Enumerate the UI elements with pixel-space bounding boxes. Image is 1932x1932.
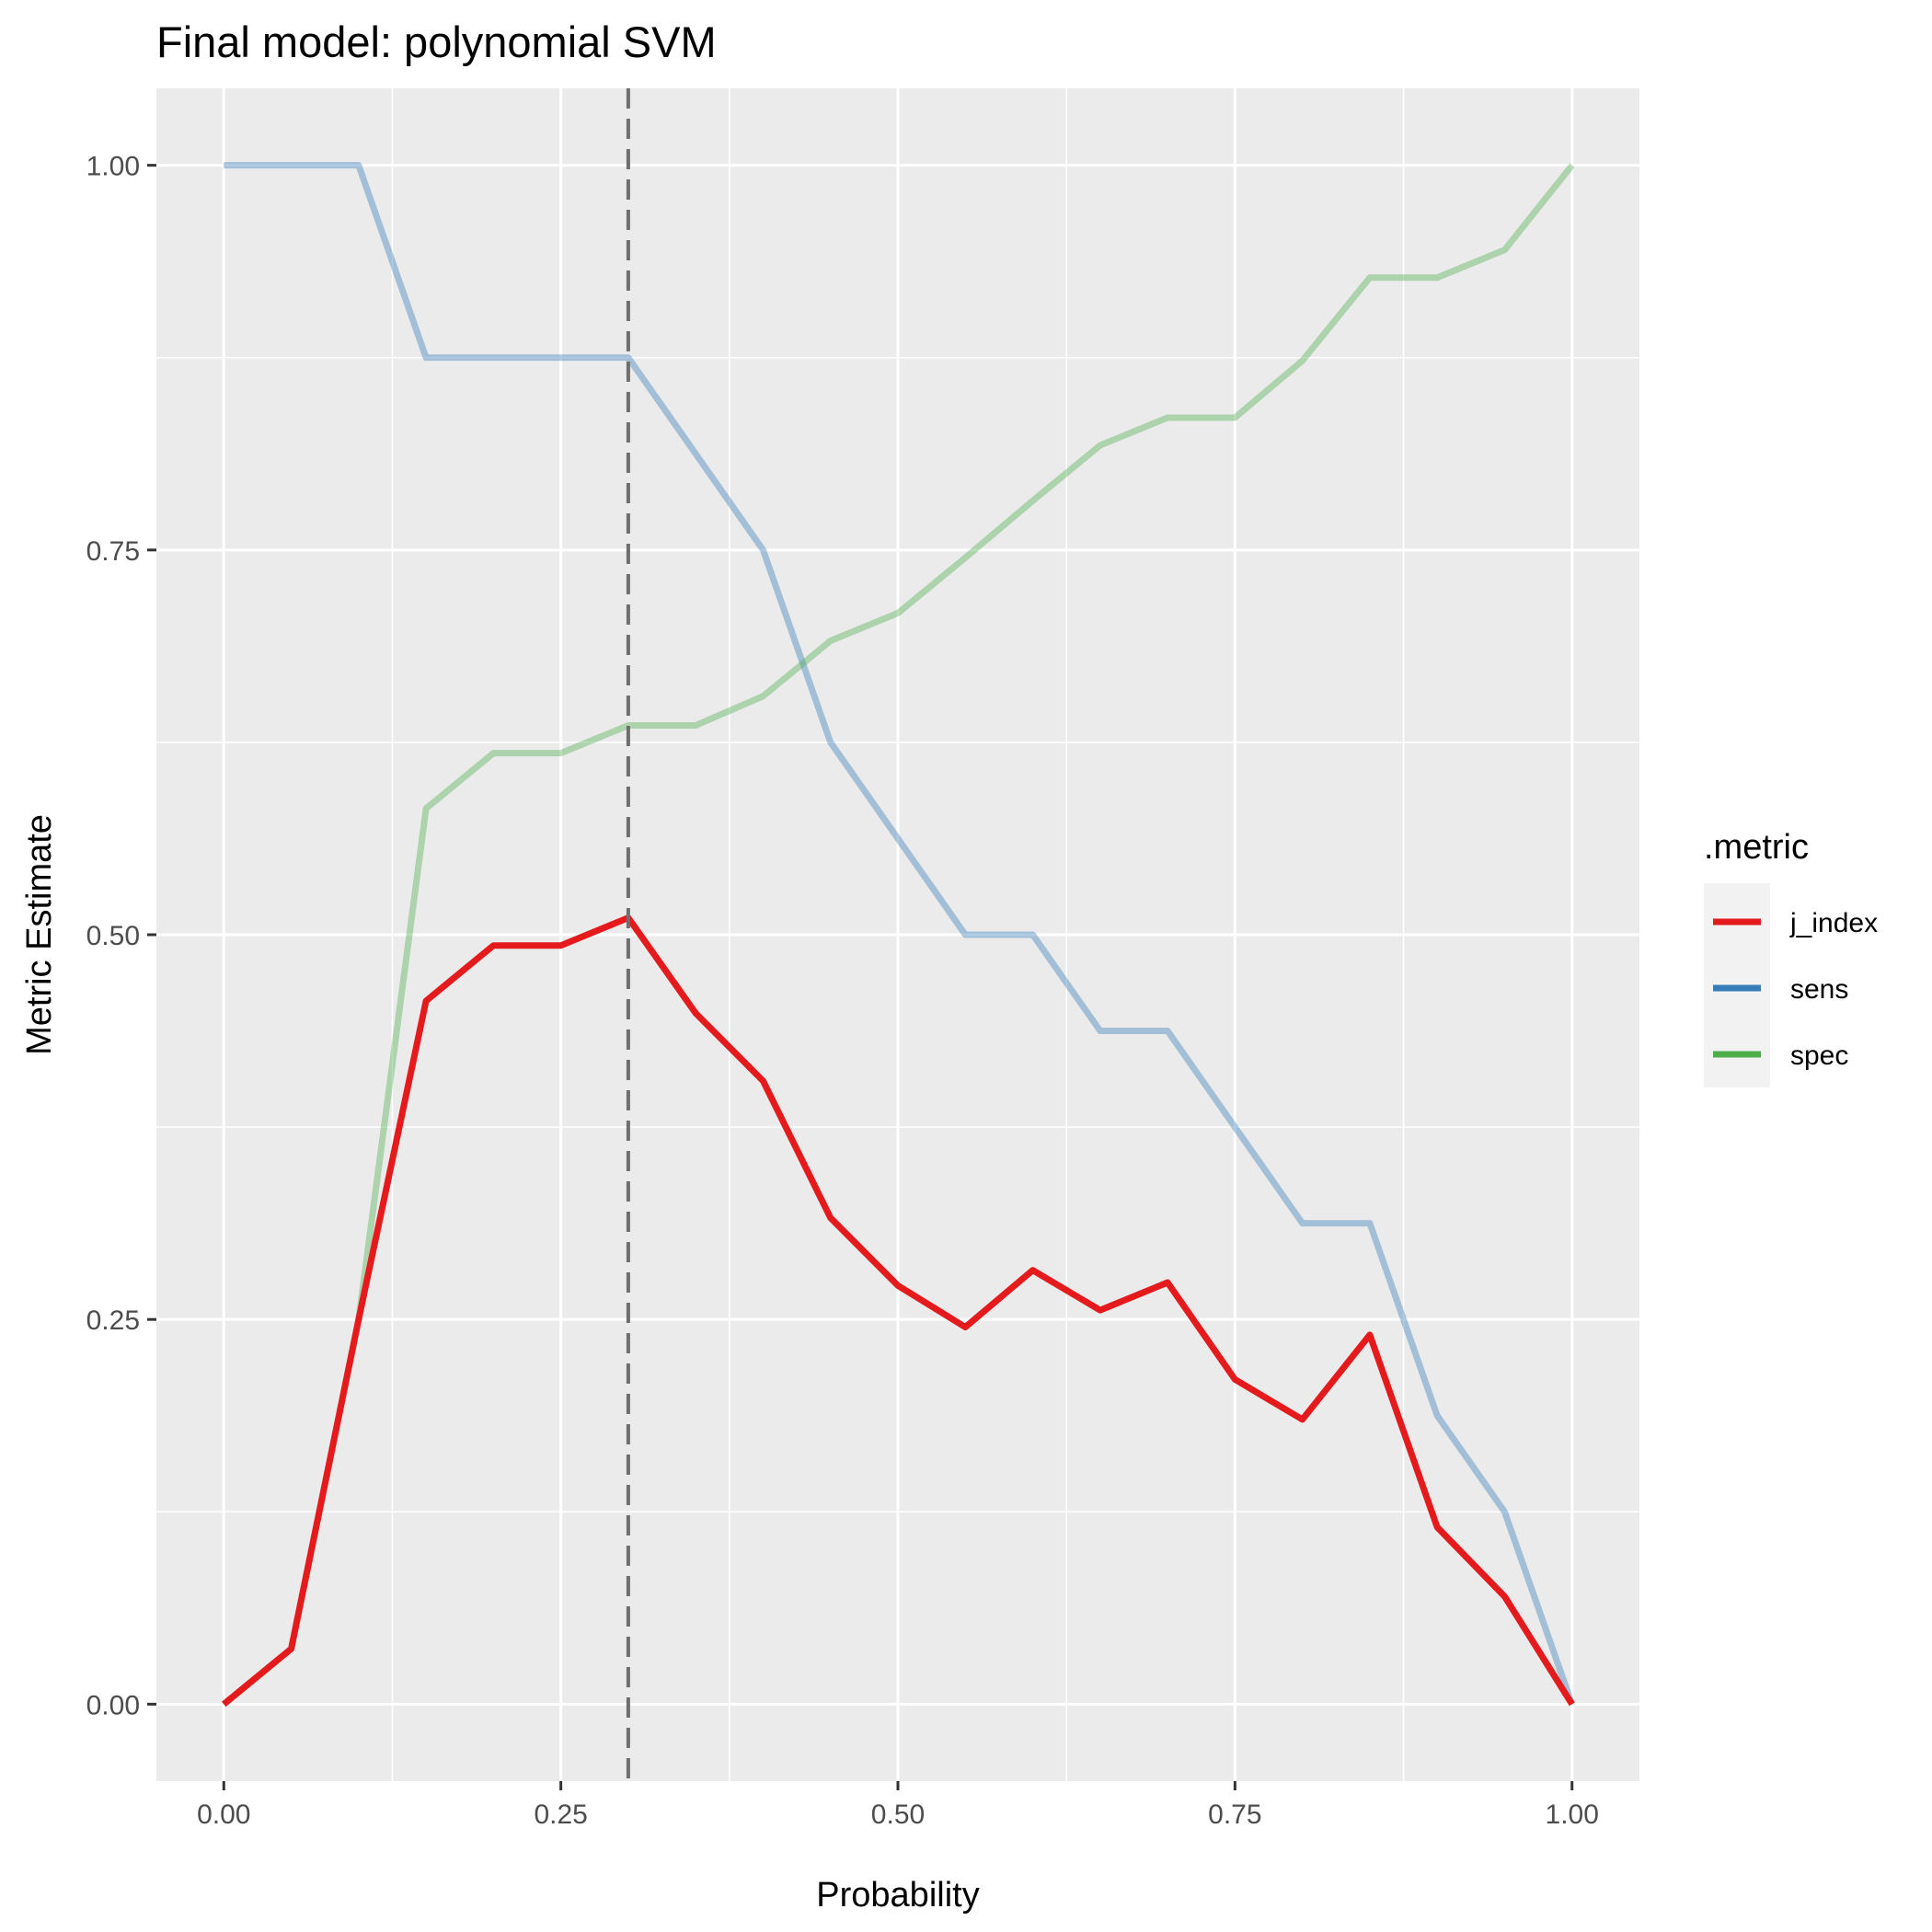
x-tick-label: 0.25 — [534, 1800, 587, 1830]
y-tick-label: 0.75 — [86, 536, 140, 567]
y-tick-label: 0.25 — [86, 1305, 140, 1336]
y-tick-label: 0.00 — [86, 1690, 140, 1720]
legend-label-j-index: j_index — [1789, 908, 1878, 938]
x-tick-label: 0.50 — [871, 1800, 925, 1830]
x-axis-title: Probability — [816, 1876, 979, 1915]
y-axis: 0.00 0.25 0.50 0.75 1.00 — [86, 152, 156, 1720]
legend-title: .metric — [1704, 828, 1809, 867]
y-tick-label: 0.50 — [86, 921, 140, 951]
x-tick-label: 0.00 — [197, 1800, 250, 1830]
chart-title: Final model: polynomial SVM — [156, 17, 717, 66]
series-lines — [222, 162, 1576, 1708]
legend-label-spec: spec — [1790, 1041, 1848, 1071]
x-axis: 0.00 0.25 0.50 0.75 1.00 — [197, 1781, 1599, 1830]
legend-label-sens: sens — [1790, 974, 1848, 1005]
y-tick-label: 1.00 — [86, 152, 140, 182]
series-line-j-index — [222, 914, 1575, 1708]
x-tick-label: 1.00 — [1546, 1800, 1599, 1830]
series-line-spec — [222, 163, 1575, 1708]
x-tick-label: 0.75 — [1208, 1800, 1261, 1830]
series-line-sens — [224, 162, 1576, 1706]
major-gridlines — [156, 88, 1639, 1781]
y-axis-title: Metric Estimate — [20, 814, 59, 1055]
